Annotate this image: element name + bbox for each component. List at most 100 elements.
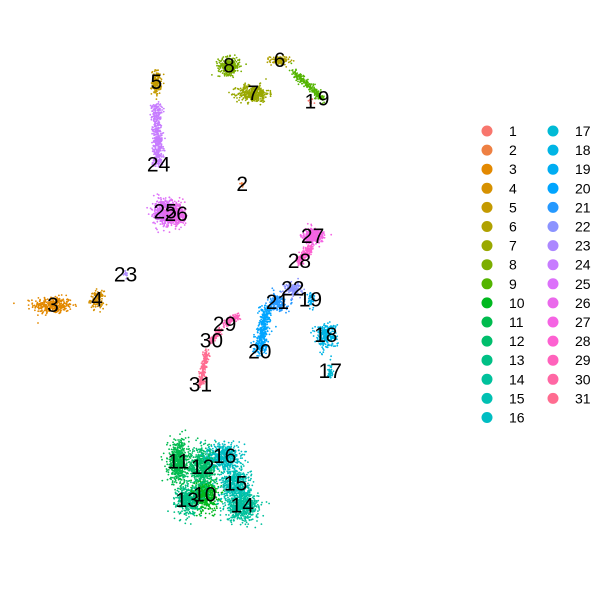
cluster-label-8: 8 (223, 55, 235, 78)
cluster-23-points (122, 270, 128, 280)
legend-key-17 (547, 125, 559, 137)
legend-item-23: 23 (547, 238, 591, 254)
cluster-4-points (88, 288, 108, 313)
legend-item-8: 8 (481, 257, 517, 273)
legend-key-27 (547, 316, 559, 328)
legend-item-1: 1 (481, 123, 517, 139)
legend-key-12 (481, 335, 493, 347)
legend-item-12: 12 (481, 333, 525, 349)
cluster-label-5: 5 (151, 71, 163, 94)
legend-item-25: 25 (547, 276, 591, 292)
legend-item-13: 13 (481, 352, 525, 368)
legend-label-30: 30 (575, 371, 591, 387)
cluster-label-13: 13 (176, 489, 199, 512)
legend-key-2 (481, 144, 493, 156)
legend-key-15 (481, 392, 493, 404)
legend-key-29 (547, 354, 559, 366)
legend-label-6: 6 (509, 219, 517, 235)
legend-item-24: 24 (547, 257, 591, 273)
cluster-15-points (212, 455, 255, 509)
legend-item-30: 30 (547, 371, 591, 387)
legend-label-9: 9 (509, 276, 517, 292)
legend-key-4 (481, 182, 493, 194)
cluster-16-points (200, 439, 248, 481)
cluster-label-6: 6 (274, 49, 286, 72)
legend-item-9: 9 (481, 276, 517, 292)
cluster-label-1: 1 (305, 90, 317, 113)
cluster-label-3: 3 (47, 294, 59, 317)
legend-label-17: 17 (575, 123, 591, 139)
cluster-13-points (167, 480, 205, 525)
legend-item-20: 20 (547, 180, 591, 196)
legend-label-1: 1 (509, 123, 517, 139)
legend-label-3: 3 (509, 161, 517, 177)
legend-item-2: 2 (481, 142, 517, 158)
cluster-label-12: 12 (191, 456, 214, 479)
cluster-17-points (327, 358, 335, 379)
cluster-24-points (149, 101, 166, 168)
legend-key-26 (547, 297, 559, 309)
cluster-label-4: 4 (91, 288, 103, 311)
legend-label-15: 15 (509, 390, 525, 406)
legend-key-9 (481, 278, 493, 290)
legend-item-6: 6 (481, 219, 517, 235)
legend-label-4: 4 (509, 180, 517, 196)
cluster-label-24: 24 (147, 154, 171, 177)
legend-key-6 (481, 221, 493, 232)
legend-key-30 (547, 373, 559, 385)
legend-key-31 (547, 392, 559, 404)
cluster-5-points (150, 69, 165, 107)
cluster-label-26: 26 (165, 203, 188, 226)
cluster-3-points (13, 294, 77, 324)
legend-item-27: 27 (547, 314, 591, 330)
legend-item-17: 17 (547, 123, 591, 139)
cluster-label-18: 18 (314, 324, 337, 347)
legend-item-14: 14 (481, 371, 525, 387)
legend-item-5: 5 (481, 199, 517, 215)
legend-label-28: 28 (575, 333, 591, 349)
cluster-label-27: 27 (301, 225, 324, 248)
cluster-18-points (310, 321, 339, 358)
cluster-label-25: 25 (154, 200, 177, 223)
cluster-28-points (295, 244, 314, 267)
cluster-7-points (228, 78, 272, 106)
cluster-label-20: 20 (248, 341, 271, 364)
cluster-21-points (265, 287, 293, 314)
cluster-label-2: 2 (236, 173, 248, 196)
cluster-label-31: 31 (189, 374, 212, 397)
cluster-12-points (177, 439, 223, 501)
legend-label-27: 27 (575, 314, 591, 330)
cluster-label-9: 9 (318, 88, 330, 111)
legend-key-14 (481, 373, 493, 385)
legend-key-8 (481, 259, 493, 271)
cluster-19-points (306, 292, 316, 311)
cluster-8-points (211, 54, 248, 79)
cluster-27-points (299, 222, 333, 249)
legend-label-14: 14 (509, 371, 525, 387)
legend-label-12: 12 (509, 333, 525, 349)
cluster-22-points (280, 277, 306, 301)
cluster-label-15: 15 (224, 473, 247, 496)
legend-item-10: 10 (481, 295, 525, 311)
legend-item-7: 7 (481, 238, 517, 254)
legend-key-13 (481, 354, 493, 366)
legend-key-1 (481, 125, 493, 137)
legend-label-22: 22 (575, 219, 591, 235)
cluster-11-points (160, 429, 199, 491)
cluster-label-17: 17 (319, 360, 342, 383)
cluster-29-points (222, 312, 242, 329)
legend-key-22 (547, 221, 559, 232)
cluster-label-11: 11 (167, 451, 189, 474)
legend-label-7: 7 (509, 238, 517, 254)
legend-item-22: 22 (547, 219, 591, 235)
cluster-label-28: 28 (288, 250, 311, 273)
legend-item-11: 11 (481, 314, 524, 330)
legend-label-5: 5 (509, 199, 517, 215)
points-layer (13, 54, 339, 529)
legend-label-18: 18 (575, 142, 591, 158)
legend-item-3: 3 (481, 161, 517, 177)
cluster-label-16: 16 (213, 445, 236, 468)
legend-label-8: 8 (509, 257, 517, 273)
